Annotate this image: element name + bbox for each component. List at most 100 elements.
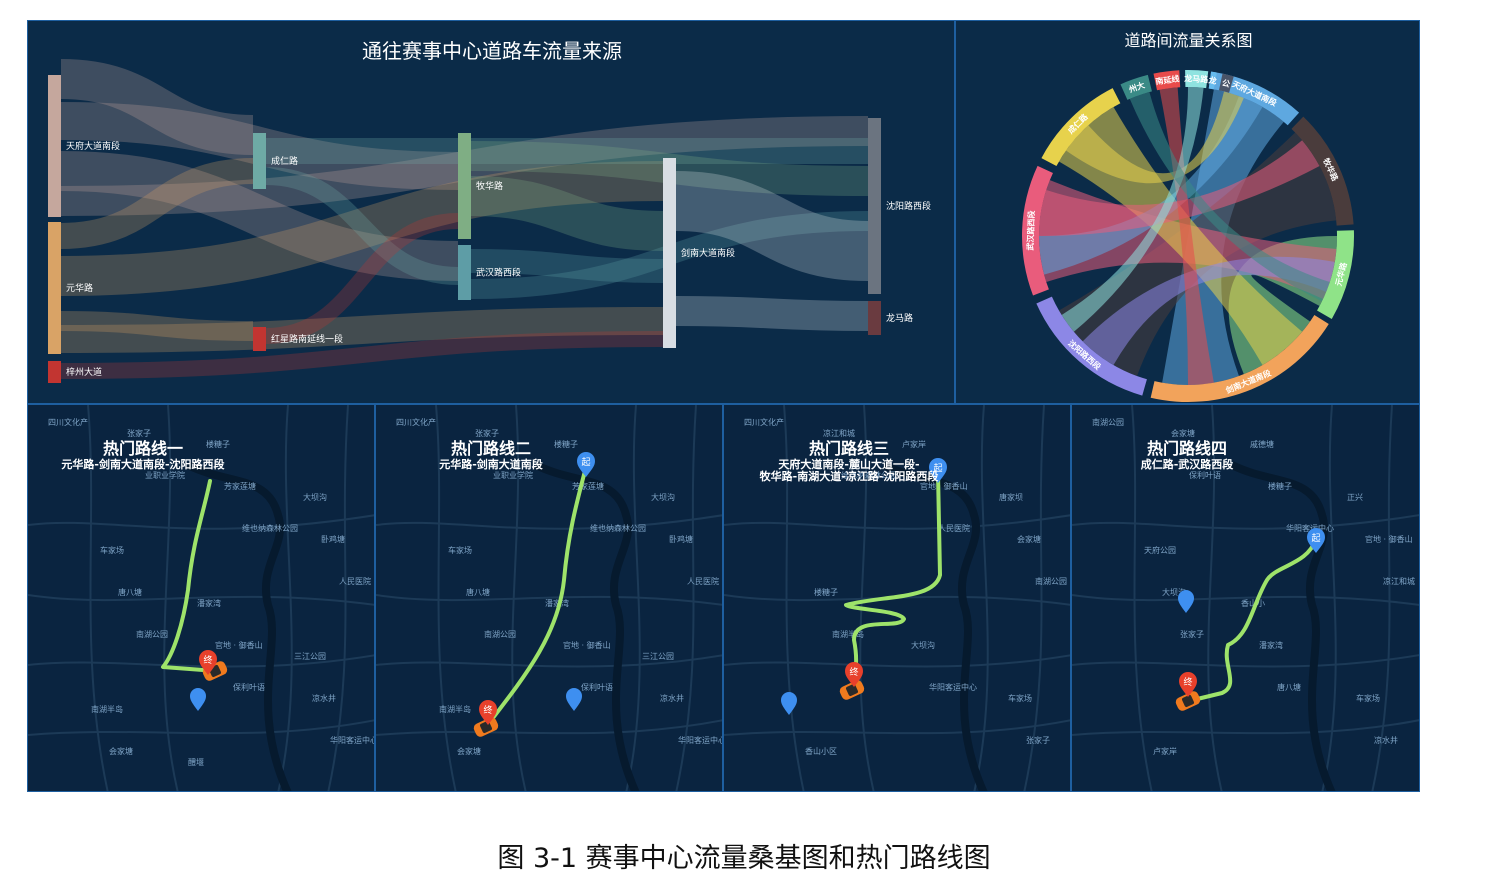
- end-marker-icon[interactable]: 终: [479, 700, 497, 725]
- place-label: 保利叶语: [1189, 470, 1221, 480]
- place-label: 华阳客运中心: [330, 735, 375, 745]
- chord-arc[interactable]: [1041, 88, 1121, 167]
- car-icon[interactable]: [838, 679, 866, 702]
- chord-arc[interactable]: [1291, 116, 1354, 226]
- sankey-node-label: 红星路南延线一段: [271, 333, 343, 345]
- sankey-node-label: 武汉路西段: [476, 267, 521, 279]
- place-label: 大坝沟: [911, 640, 935, 650]
- route-path[interactable]: [484, 465, 588, 729]
- place-label: 楼糖子: [554, 439, 578, 449]
- route-path[interactable]: [161, 479, 212, 672]
- figure-caption: 图 3-1 赛事中心流量桑基图和热门路线图: [497, 843, 991, 874]
- location-pin-icon[interactable]: [781, 692, 797, 715]
- map-title: 热门路线三: [808, 439, 889, 458]
- chord-title: 道路间流量关系图: [1124, 31, 1253, 50]
- place-label: 保利叶语: [233, 682, 265, 692]
- chord-ribbon: [1061, 87, 1204, 332]
- start-marker-icon[interactable]: 起: [577, 452, 595, 477]
- chord-arc[interactable]: [1153, 70, 1181, 91]
- river: [1230, 461, 1336, 791]
- sankey-node-jiannan[interactable]: [663, 158, 676, 348]
- place-label: 官地 · 御香山: [563, 640, 611, 650]
- place-label: 三江公园: [294, 652, 326, 661]
- place-label: 业职业学院: [145, 470, 185, 480]
- chord-label: 武汉路西段: [1025, 210, 1036, 250]
- chord-ribbon: [1039, 95, 1263, 275]
- sankey-title: 通往赛事中心道路车流量来源: [362, 39, 622, 63]
- chord-ribbon: [1065, 91, 1244, 184]
- location-pin-icon[interactable]: [566, 688, 582, 711]
- chord-arc[interactable]: [1317, 230, 1354, 319]
- place-label: 醴堰: [188, 757, 204, 767]
- route-map-4[interactable]: 南湖公园 保利叶语 华阳客运中心 凉江和城 张家子 唐八塘 凉水井 会家塘 楼糖子 官地 · 御香…: [1071, 404, 1420, 792]
- place-label: 楼糖子: [814, 587, 838, 597]
- sankey-node-label: 龙马路: [886, 312, 913, 324]
- map-title: 热门路线一: [102, 439, 183, 458]
- sankey-link-yuanhua-jiannan: [60, 161, 664, 296]
- start-marker-icon[interactable]: 起: [1307, 528, 1325, 553]
- place-label: 张家子: [1026, 735, 1050, 745]
- place-label: 天府公园: [1144, 545, 1176, 555]
- car-icon[interactable]: [1174, 690, 1202, 713]
- river: [882, 461, 988, 791]
- sankey-link-zizhou-jiannan: [60, 331, 664, 379]
- end-marker-icon[interactable]: 终: [199, 650, 217, 675]
- sankey-node-longma[interactable]: [868, 301, 881, 335]
- place-label: 人民医院: [938, 523, 970, 533]
- place-label: 凉水井: [1374, 735, 1398, 745]
- chord-arc[interactable]: [1150, 314, 1329, 402]
- place-label: 官地 · 御香山: [215, 640, 263, 650]
- place-label: 南湖公园: [484, 629, 516, 639]
- place-label: 会家塘: [457, 746, 481, 756]
- place-label: 凉水井: [660, 693, 684, 703]
- chord-arc[interactable]: [1208, 71, 1217, 90]
- sankey-node-chengren[interactable]: [253, 133, 266, 189]
- chord-arc[interactable]: [1208, 71, 1300, 126]
- sankey-node-hongxing[interactable]: [253, 327, 266, 351]
- route-map-3[interactable]: 四川文化产 维也纳森林公园 人民医院 南湖公园 南湖半岛 华阳客运中心 张家子 凉江和城 官地 …: [723, 404, 1071, 792]
- chord-arc[interactable]: [1185, 70, 1209, 89]
- route-path[interactable]: [844, 471, 942, 689]
- sankey-nodes: [48, 75, 881, 383]
- route-map-2[interactable]: 四川文化产 业职业学院 维也纳森林公园 人民医院 南湖公园 保利叶语 华阳客运中心 张家子 芳家…: [375, 404, 723, 792]
- sankey-node-wuhan[interactable]: [458, 245, 471, 300]
- place-label: 南湖公园: [1092, 417, 1124, 427]
- route-map-1[interactable]: 四川文化产 业职业学院 维也纳森林公园 人民医院 南湖公园 保利叶语 华阳客运中心 张家子 芳家…: [27, 404, 375, 792]
- chord-ribbon: [1039, 140, 1320, 236]
- location-pin-icon[interactable]: [190, 688, 206, 711]
- sankey-node-zizhou[interactable]: [48, 361, 61, 383]
- sankey-node-tianfu[interactable]: [48, 75, 61, 217]
- chord-arc[interactable]: [1022, 165, 1053, 296]
- place-label: 官地 · 御香山: [1365, 534, 1413, 544]
- chord-arc[interactable]: [1036, 296, 1147, 396]
- chord-ribbons: [1039, 87, 1337, 386]
- chord-arc[interactable]: [1120, 74, 1152, 100]
- place-label: 华阳客运中心: [678, 735, 723, 745]
- chord-diagram: 天府大道南段牧华路元华路剑南大道南段沈阳路西段武汉路西段成仁路州大南延线 龙马路龙…: [1022, 70, 1354, 402]
- sankey-node-muhua[interactable]: [458, 133, 471, 239]
- start-marker-icon[interactable]: 起: [929, 458, 947, 483]
- sankey-node-label: 剑南大道南段: [681, 247, 735, 259]
- place-label: 潘家湾: [545, 598, 569, 608]
- chord-arc[interactable]: [1218, 73, 1234, 93]
- route-path[interactable]: [1187, 537, 1318, 703]
- end-marker-icon[interactable]: 终: [845, 662, 863, 687]
- chord-label: 南延线: [1155, 73, 1180, 86]
- place-label: 戚德塘: [1250, 439, 1274, 449]
- sankey-node-shenyang[interactable]: [868, 118, 881, 294]
- place-label: 维也纳森林公园: [590, 523, 646, 533]
- river: [186, 461, 292, 791]
- place-label: 潘家湾: [197, 598, 221, 608]
- sankey-node-yuanhua[interactable]: [48, 222, 61, 354]
- place-label: 车家场: [100, 545, 124, 555]
- end-marker-icon[interactable]: 终: [1179, 672, 1197, 697]
- car-icon[interactable]: [472, 716, 500, 739]
- location-pin-icon[interactable]: [1178, 590, 1194, 613]
